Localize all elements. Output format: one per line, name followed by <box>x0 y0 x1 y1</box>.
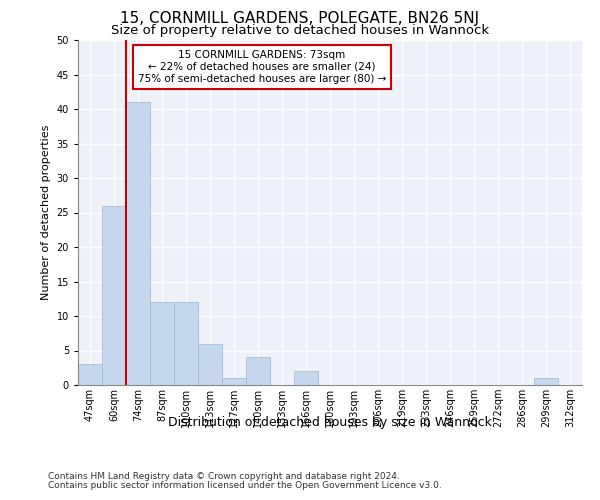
Text: Contains public sector information licensed under the Open Government Licence v3: Contains public sector information licen… <box>48 481 442 490</box>
Bar <box>246 358 270 385</box>
Text: Contains HM Land Registry data © Crown copyright and database right 2024.: Contains HM Land Registry data © Crown c… <box>48 472 400 481</box>
Bar <box>534 378 558 385</box>
Bar <box>150 302 174 385</box>
Text: 15 CORNMILL GARDENS: 73sqm
← 22% of detached houses are smaller (24)
75% of semi: 15 CORNMILL GARDENS: 73sqm ← 22% of deta… <box>138 50 386 84</box>
Bar <box>102 206 126 385</box>
Bar <box>78 364 102 385</box>
Text: Size of property relative to detached houses in Wannock: Size of property relative to detached ho… <box>111 24 489 37</box>
Bar <box>126 102 150 385</box>
Bar <box>198 344 222 385</box>
Text: Distribution of detached houses by size in Wannock: Distribution of detached houses by size … <box>168 416 492 429</box>
Text: 15, CORNMILL GARDENS, POLEGATE, BN26 5NJ: 15, CORNMILL GARDENS, POLEGATE, BN26 5NJ <box>121 12 479 26</box>
Bar <box>294 371 318 385</box>
Y-axis label: Number of detached properties: Number of detached properties <box>41 125 51 300</box>
Bar <box>174 302 198 385</box>
Bar <box>222 378 246 385</box>
